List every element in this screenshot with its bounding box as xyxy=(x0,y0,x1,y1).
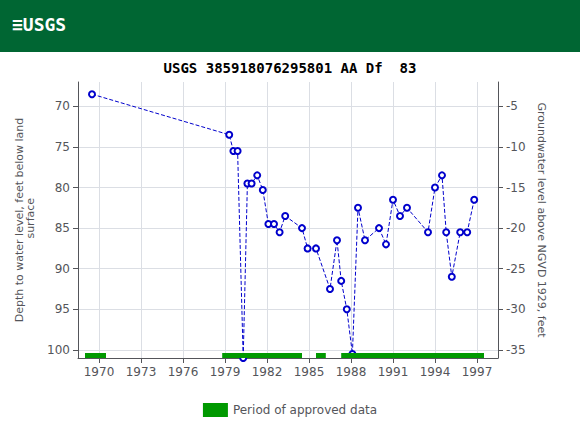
svg-text:-5: -5 xyxy=(506,99,518,113)
svg-text:-15: -15 xyxy=(506,181,526,195)
svg-text:1976: 1976 xyxy=(168,365,199,379)
svg-text:1988: 1988 xyxy=(336,365,367,379)
svg-text:1979: 1979 xyxy=(210,365,241,379)
svg-text:-20: -20 xyxy=(506,221,526,235)
svg-text:Groundwater level above NGVD 1: Groundwater level above NGVD 1929, feet xyxy=(535,102,548,338)
svg-text:95: 95 xyxy=(55,302,70,316)
svg-text:Depth to water level, feet bel: Depth to water level, feet below land xyxy=(13,117,27,323)
svg-text:1973: 1973 xyxy=(126,365,157,379)
svg-text:80: 80 xyxy=(55,181,70,195)
svg-text:1991: 1991 xyxy=(378,365,409,379)
svg-text:1970: 1970 xyxy=(84,365,115,379)
svg-text:90: 90 xyxy=(55,262,70,276)
svg-text:1985: 1985 xyxy=(294,365,325,379)
svg-text:USGS 385918076295801 AA Df 83: USGS 385918076295801 AA Df 83 xyxy=(164,60,417,76)
svg-text:1982: 1982 xyxy=(252,365,283,379)
svg-text:-35: -35 xyxy=(506,343,526,357)
svg-text:-30: -30 xyxy=(506,302,526,316)
svg-text:-25: -25 xyxy=(506,262,526,276)
svg-text:75: 75 xyxy=(55,140,70,154)
svg-text:1997: 1997 xyxy=(462,365,493,379)
svg-text:≡USGS: ≡USGS xyxy=(12,14,66,35)
svg-text:1994: 1994 xyxy=(420,365,451,379)
svg-text:85: 85 xyxy=(55,221,70,235)
svg-text:Period of approved data: Period of approved data xyxy=(233,403,377,417)
svg-text:70: 70 xyxy=(55,99,70,113)
svg-text:surface: surface xyxy=(24,198,37,242)
svg-text:100: 100 xyxy=(47,343,70,357)
svg-text:-10: -10 xyxy=(506,140,526,154)
